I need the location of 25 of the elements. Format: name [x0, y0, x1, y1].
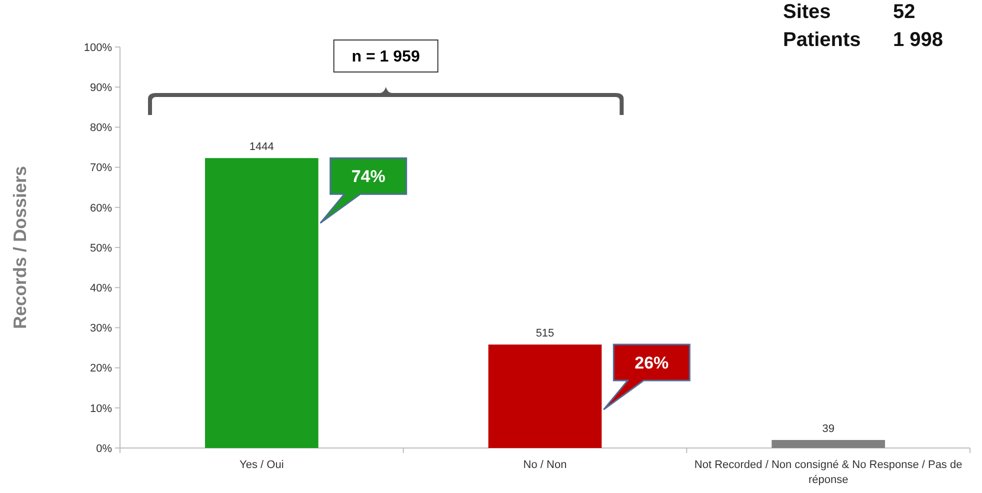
y-tick-label: 60%: [90, 202, 112, 214]
annotation: 26%: [634, 353, 669, 372]
y-tick-label: 70%: [90, 162, 112, 174]
bar: [205, 158, 318, 448]
x-tick-label: No / Non: [523, 459, 567, 471]
y-tick-label: 90%: [90, 82, 112, 94]
annotation: 39: [822, 422, 834, 435]
y-tick-label: 50%: [90, 242, 112, 254]
y-tick-label: 0%: [96, 442, 112, 455]
text: Sites 52: [783, 1, 916, 23]
y-tick-label: 30%: [90, 322, 112, 335]
annotation: 1444: [249, 141, 274, 154]
y-tick-label: 80%: [90, 122, 112, 134]
annotation: n = 1 959: [352, 48, 420, 66]
annotation: 515: [536, 328, 554, 340]
y-tick-label: 20%: [90, 362, 112, 375]
bar: [772, 440, 885, 448]
x-tick-label: Not Recorded / Non consigné & No Response / Pas de réponse: [694, 459, 962, 486]
y-tick-label: 100%: [84, 42, 112, 54]
y-tick-label: 40%: [90, 282, 112, 294]
text: Patients 1 998: [783, 29, 944, 51]
y-tick-label: 10%: [90, 402, 112, 415]
annotation: 74%: [351, 167, 386, 186]
y-axis-title: Records / Dossiers: [10, 166, 30, 330]
x-tick-label: Yes / Oui: [240, 459, 284, 471]
